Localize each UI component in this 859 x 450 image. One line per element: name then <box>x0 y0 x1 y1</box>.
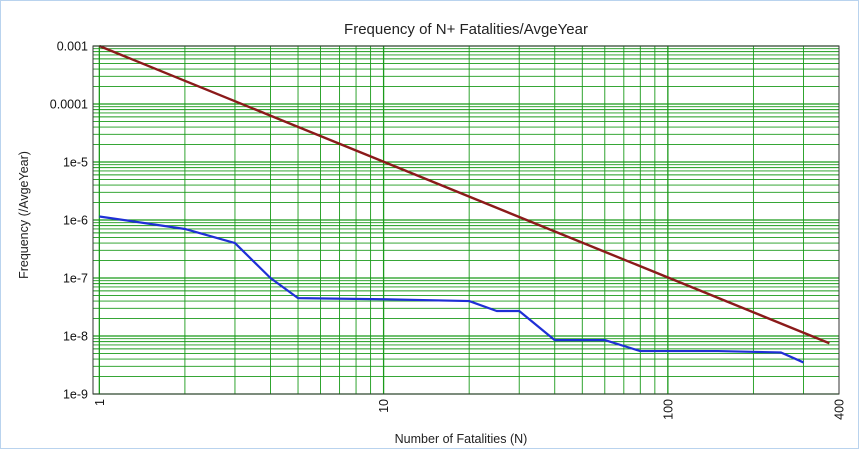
y-tick-label: 0.0001 <box>50 98 88 112</box>
y-tick-label: 1e-9 <box>63 388 88 402</box>
x-tick-label: 1 <box>93 399 107 406</box>
tick-labels: 0.001 0.0001 1e-5 1e-6 1e-7 1e-8 1e-9 1 10 100 400 <box>50 40 847 420</box>
x-tick-label: 400 <box>833 399 847 420</box>
y-tick-label: 1e-8 <box>63 330 88 344</box>
grid-lines <box>93 45 840 395</box>
x-tick-label: 100 <box>661 399 675 420</box>
y-tick-label: 0.001 <box>57 40 88 54</box>
series-line-1 <box>98 44 830 345</box>
series-line-2 <box>99 215 804 364</box>
chart-title: Frequency of N+ Fatalities/AvgeYear <box>344 21 588 38</box>
series-lines <box>98 44 830 364</box>
x-tick-label: 10 <box>377 399 391 413</box>
y-tick-label: 1e-5 <box>63 156 88 170</box>
y-tick-label: 1e-6 <box>63 214 88 228</box>
plot-border <box>92 45 840 395</box>
y-tick-label: 1e-7 <box>63 272 88 286</box>
x-axis-label: Number of Fatalities (N) <box>395 432 528 446</box>
y-axis-label: Frequency (/AvgeYear) <box>17 151 31 279</box>
